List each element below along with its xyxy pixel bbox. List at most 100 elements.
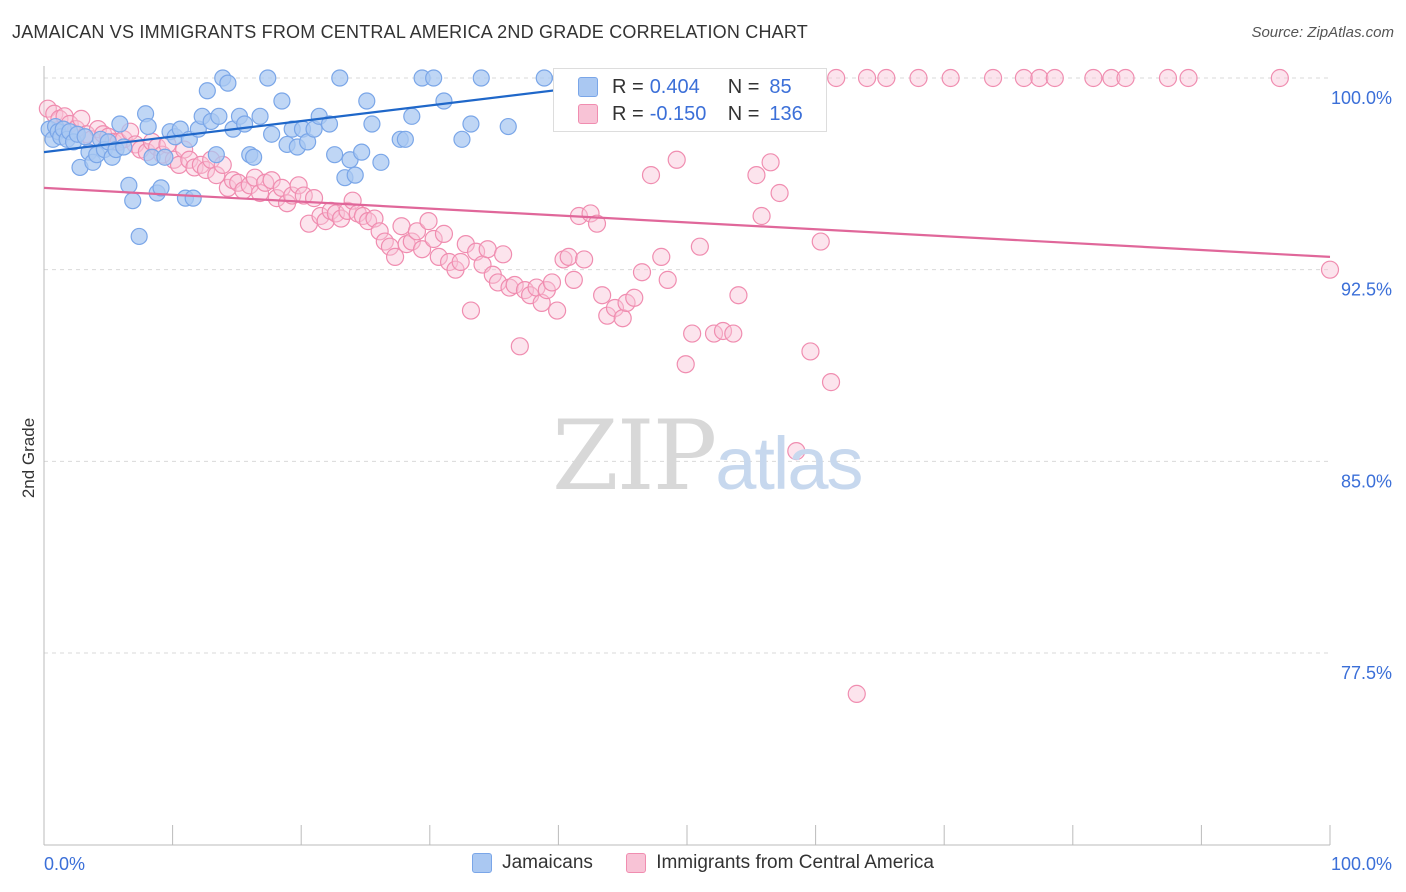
central-america-point [605, 298, 625, 318]
central-america-point [326, 204, 346, 223]
central-america-point [847, 684, 866, 703]
bottom-legend: Jamaicans Immigrants from Central Americ… [0, 852, 1406, 879]
central-america-point [353, 206, 373, 226]
central-america-point [554, 250, 573, 269]
central-america-point [515, 281, 535, 300]
jamaican-point [156, 148, 174, 166]
legend-label-central-america: Immigrants from Central America [656, 852, 934, 873]
central-america-point [1116, 68, 1135, 88]
central-america-point [1014, 68, 1034, 88]
jamaican-point [184, 189, 202, 207]
jamaican-point [472, 69, 490, 87]
r-value: 0.404 [649, 75, 700, 98]
central-america-point [72, 109, 91, 128]
central-america-point [625, 288, 644, 307]
central-america-point [196, 160, 216, 180]
y-tick-label: 85.0% [1341, 471, 1392, 491]
central-america-point [316, 212, 335, 231]
jamaican-point [207, 146, 225, 164]
jamaican-point [259, 69, 277, 87]
jamaican-point [111, 115, 129, 133]
jamaican-point [273, 92, 291, 110]
central-america-point [641, 166, 661, 185]
central-america-point [821, 373, 841, 392]
central-america-point [304, 189, 324, 208]
central-america-point [811, 232, 830, 251]
n-label: N = [727, 75, 760, 98]
legend-swatch-central-america [626, 853, 647, 873]
central-america-point [407, 222, 427, 241]
watermark: ZIPatlas [552, 400, 864, 512]
stats-legend-box: R = 0.404 N = 85 R = -0.150 N = 136 [553, 68, 827, 132]
jamaican-point [462, 115, 480, 133]
central-america-point [559, 247, 578, 266]
jamaican-point [198, 82, 216, 100]
central-america-point [587, 214, 607, 233]
central-america-point [461, 301, 481, 320]
jamaican-point [130, 227, 148, 246]
central-america-point [510, 337, 529, 356]
central-america-point [941, 68, 960, 88]
n-value: 136 [769, 102, 803, 125]
jamaican-point [120, 176, 138, 194]
central-america-point [1320, 260, 1340, 279]
central-america-point [658, 270, 677, 289]
central-america-trend-line [43, 186, 1331, 258]
central-america-point [724, 324, 743, 343]
central-america-point [370, 222, 389, 241]
central-america-point [191, 155, 210, 174]
jamaican-point [76, 128, 94, 146]
legend-swatch-jamaicans [472, 853, 493, 873]
jamaicans-swatch [578, 77, 598, 97]
x-tick-label: 100.0% [1331, 854, 1392, 874]
legend-item-central-america[interactable]: Immigrants from Central America [626, 852, 934, 874]
central-america-point [598, 306, 617, 325]
central-america-point [424, 229, 443, 249]
stats-row-jamaicans: R = 0.404 N = 85 [578, 74, 792, 100]
central-america-point [632, 263, 652, 282]
central-america-point [429, 247, 448, 266]
central-america-point [419, 212, 438, 231]
central-america-point [375, 232, 394, 251]
legend-item-jamaicans[interactable]: Jamaicans [472, 852, 593, 874]
central-america-point [770, 183, 789, 203]
central-america-point [494, 245, 513, 264]
central-america-swatch [578, 104, 598, 124]
tick-labels: 100.0% 92.5% 85.0% 77.5% 0.0% 100.0% 2nd Grade [19, 88, 1392, 874]
jamaican-point [219, 74, 237, 92]
central-america-point [500, 278, 519, 297]
jamaican-point [331, 69, 349, 87]
central-america-point [667, 150, 686, 169]
central-america-point [505, 275, 524, 295]
central-america-point [1158, 68, 1178, 88]
jamaican-point [353, 143, 371, 161]
y-axis-label: 2nd Grade [19, 418, 38, 498]
central-america-point [652, 247, 671, 266]
watermark-atlas: atlas [715, 422, 863, 505]
central-america-point [761, 153, 780, 172]
central-america-point [434, 224, 454, 243]
jamaican-point [210, 107, 228, 125]
jamaican-point [535, 69, 553, 87]
central-america-point [392, 217, 411, 236]
r-label: R = [612, 75, 644, 98]
central-america-point [729, 286, 748, 305]
jamaican-point [425, 69, 443, 87]
jamaican-point [320, 115, 339, 133]
central-america-point [1045, 68, 1064, 88]
central-america-point [478, 240, 497, 259]
jamaican-point [346, 166, 364, 184]
y-tick-label: 92.5% [1341, 280, 1392, 300]
central-america-point [311, 206, 330, 226]
central-america-point [250, 183, 270, 203]
central-america-point [564, 270, 583, 289]
central-america-point [1030, 68, 1049, 88]
jamaican-point [251, 107, 269, 125]
jamaican-point [263, 125, 281, 143]
jamaican-point [499, 117, 517, 136]
central-america-point [683, 324, 702, 343]
jamaican-point [124, 192, 142, 210]
jamaican-point [358, 92, 376, 110]
central-america-point [262, 171, 281, 190]
